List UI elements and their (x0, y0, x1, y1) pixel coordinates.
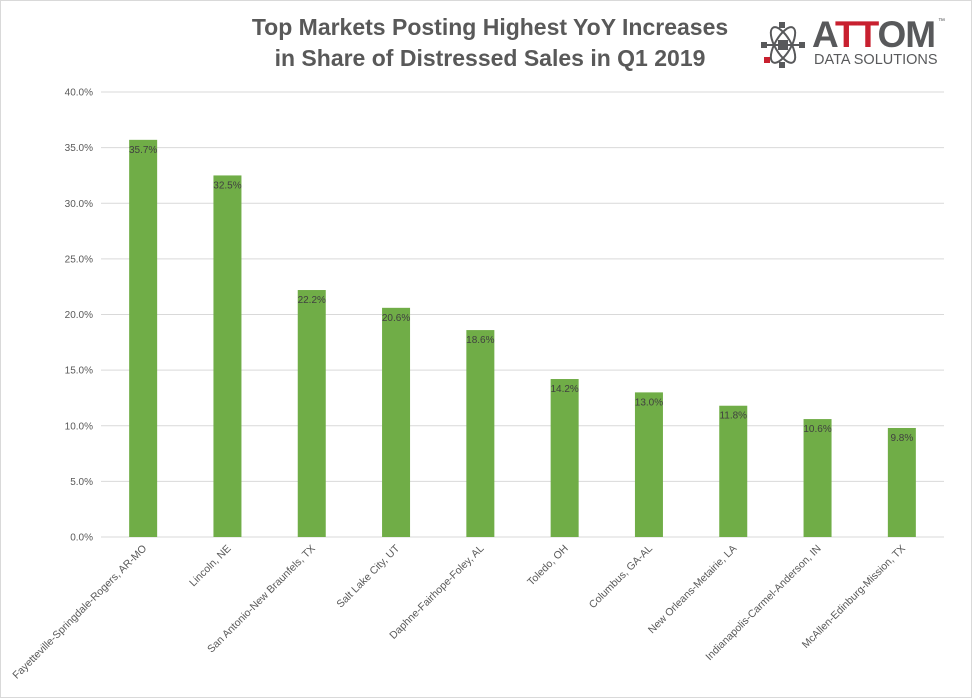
bar (382, 307, 411, 537)
y-tick-label: 25.0% (65, 254, 93, 265)
data-label: 20.6% (382, 313, 410, 324)
y-tick-label: 0.0% (70, 533, 93, 544)
data-label: 35.7% (129, 145, 157, 156)
x-category-label: Daphne-Fairhope-Foley, AL (387, 543, 486, 642)
data-label: 14.2% (550, 384, 578, 395)
bar (803, 419, 832, 537)
data-label: 18.6% (466, 335, 494, 346)
data-label: 13.0% (635, 397, 663, 408)
y-tick-label: 5.0% (70, 477, 93, 488)
chart-title: Top Markets Posting Highest YoY Increase… (180, 12, 800, 74)
x-category-label: Lincoln, NE (187, 543, 233, 589)
logo-trademark: ™ (938, 18, 945, 25)
bar (129, 139, 158, 537)
data-label: 32.5% (213, 180, 241, 191)
y-tick-label: 30.0% (65, 199, 93, 210)
logo-wordmark: ATTOM (812, 14, 936, 55)
y-tick-label: 20.0% (65, 310, 93, 321)
bar (719, 405, 748, 537)
title-line-2: in Share of Distressed Sales in Q1 2019 (274, 45, 706, 71)
y-tick-label: 15.0% (65, 366, 93, 377)
attom-logo: ATTOM ™ DATA SOLUTIONS (760, 14, 960, 73)
x-category-label: McAllen-Edinburg-Mission, TX (800, 543, 908, 651)
x-category-label: Toledo, OH (525, 543, 571, 589)
bar (634, 392, 663, 537)
data-label: 10.6% (803, 424, 831, 435)
y-tick-label: 10.0% (65, 421, 93, 432)
y-tick-label: 40.0% (65, 88, 93, 99)
title-line-1: Top Markets Posting Highest YoY Increase… (251, 14, 729, 40)
bar (550, 379, 579, 537)
bar (213, 175, 242, 537)
logo-subtitle: DATA SOLUTIONS (814, 52, 938, 68)
x-category-label: New Orleans-Metairie, LA (646, 543, 739, 636)
data-label: 11.8% (719, 411, 747, 422)
x-category-label: Columbus, GA-AL (587, 543, 655, 611)
bar (297, 290, 326, 537)
data-label: 9.8% (890, 433, 913, 444)
y-tick-label: 35.0% (65, 143, 93, 154)
x-category-label: Salt Lake City, UT (334, 542, 402, 610)
atom-icon (761, 22, 805, 68)
bar (466, 330, 495, 537)
x-category-label: Fayetteville-Springdale-Rogers, AR-MO (10, 543, 149, 682)
bar (887, 427, 916, 537)
data-label: 22.2% (298, 295, 326, 306)
